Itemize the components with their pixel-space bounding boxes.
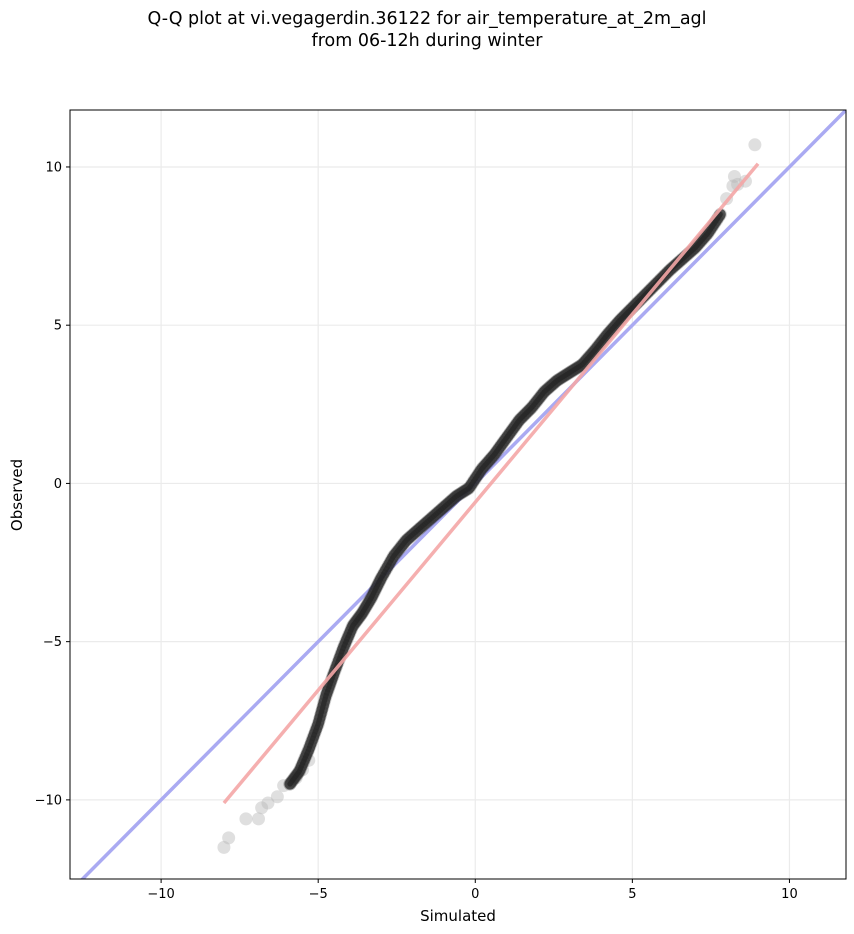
grid	[70, 110, 846, 879]
y-tick-label: −5	[43, 635, 62, 650]
plot-area	[80, 110, 846, 879]
tail-point	[261, 796, 275, 810]
chart-title: Q-Q plot at vi.vegagerdin.36122 for air_…	[0, 8, 854, 52]
x-tick-label: −5	[309, 887, 328, 902]
axis-ticks: −10 −5 0 5 10 −10 −5 0 5 10	[35, 160, 798, 902]
x-tick-label: 5	[628, 887, 636, 902]
plot-frame	[69, 109, 847, 880]
chart-title-line-1: Q-Q plot at vi.vegagerdin.36122 for air_…	[147, 9, 707, 29]
tail-point	[217, 840, 231, 854]
tail-point	[252, 812, 266, 826]
tail-point	[727, 169, 741, 183]
x-tick-label: 0	[471, 887, 479, 902]
tail-point	[222, 831, 236, 845]
x-tick-label: 10	[781, 887, 798, 902]
y-tick-label: 0	[54, 477, 62, 492]
chart-title-line-2: from 06-12h during winter	[311, 31, 543, 51]
tail-point	[270, 790, 284, 804]
tail-point	[731, 177, 745, 191]
tail-point	[239, 812, 253, 826]
y-axis-label: Observed	[8, 459, 26, 531]
x-tick-label: −10	[147, 887, 174, 902]
quantile-curve-core	[287, 211, 723, 787]
tail-point	[255, 801, 269, 815]
y-tick-label: −10	[35, 793, 62, 808]
y-tick-label: 10	[45, 160, 62, 175]
x-axis-label: Simulated	[420, 907, 496, 925]
fit-line	[222, 162, 760, 805]
tail-point	[748, 138, 762, 152]
y-tick-label: 5	[54, 319, 62, 334]
